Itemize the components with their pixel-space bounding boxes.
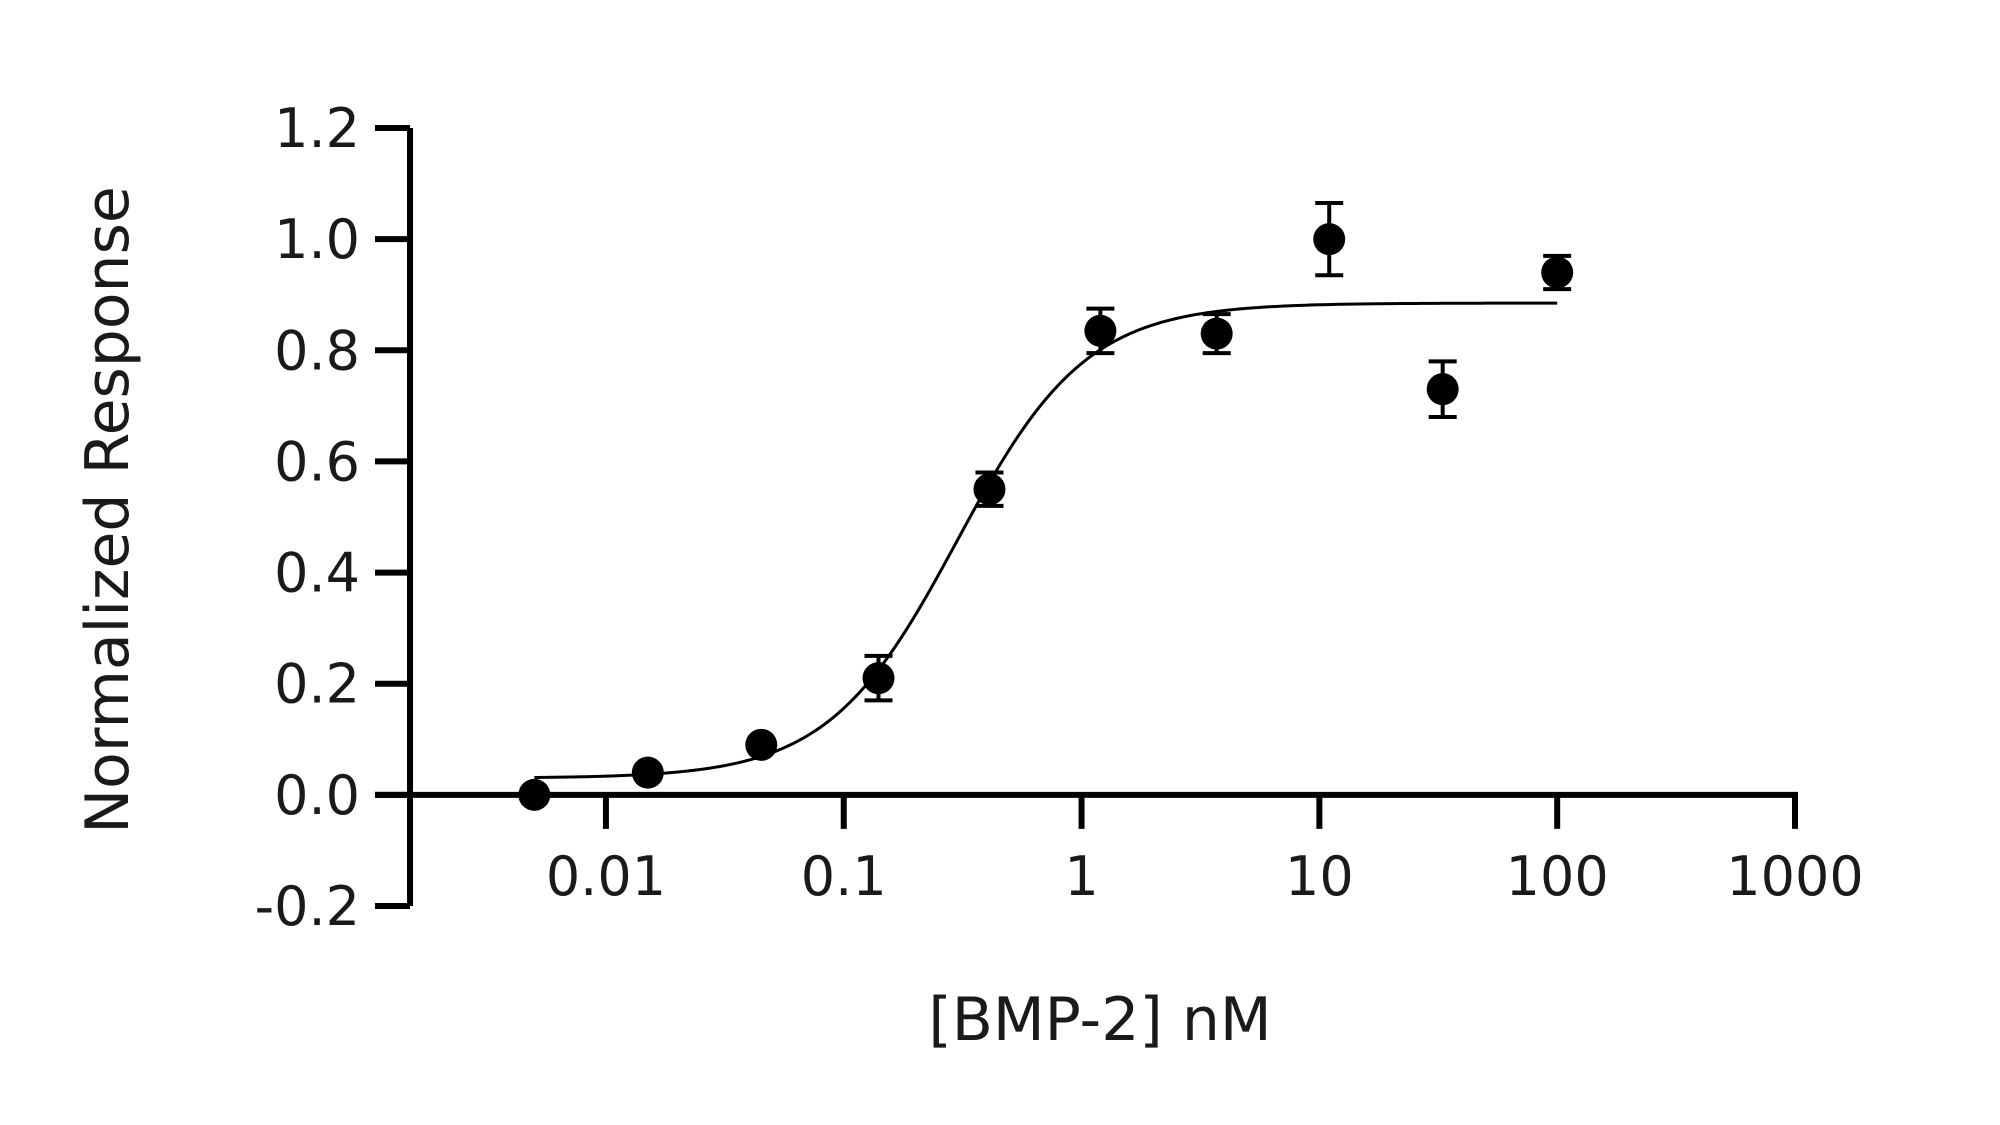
data-point [1541, 256, 1574, 289]
data-point [862, 662, 895, 695]
y-tick-label: 1.2 [274, 97, 360, 160]
y-tick-label: -0.2 [255, 875, 360, 938]
data-point [973, 473, 1006, 506]
data-point [1426, 373, 1459, 406]
x-tick-label: 10 [1285, 845, 1354, 908]
x-tick-label: 0.1 [801, 845, 887, 908]
y-tick-label: 0.2 [274, 653, 360, 716]
y-tick-label: 0.0 [274, 764, 360, 827]
data-point [1200, 317, 1233, 350]
y-tick-label: 0.4 [274, 542, 360, 605]
error-bars [864, 201, 1572, 703]
axes: 1.2 1.0 0.8 0.6 0.4 0.2 0.0 -0.2 0.01 0.1 1 10 100 10… [255, 97, 1864, 938]
data-point [1313, 223, 1346, 256]
x-tick-label: 1000 [1726, 845, 1863, 908]
y-tick-label: 0.8 [274, 319, 360, 382]
x-tick-label: 1 [1064, 845, 1098, 908]
y-axis-title: Normalized Response [73, 186, 143, 834]
y-tick-label: 1.0 [274, 208, 360, 271]
fit-curve-layer [534, 301, 1558, 780]
data-points [518, 223, 1574, 811]
data-point [745, 728, 778, 761]
y-tick-label: 0.6 [274, 430, 360, 493]
fit-curve [534, 301, 1558, 780]
x-tick-label: 100 [1506, 845, 1609, 908]
x-tick-label: 0.01 [546, 845, 666, 908]
x-axis-title: [BMP-2] nM [928, 985, 1271, 1055]
data-point [1084, 314, 1117, 347]
data-point [631, 756, 664, 789]
